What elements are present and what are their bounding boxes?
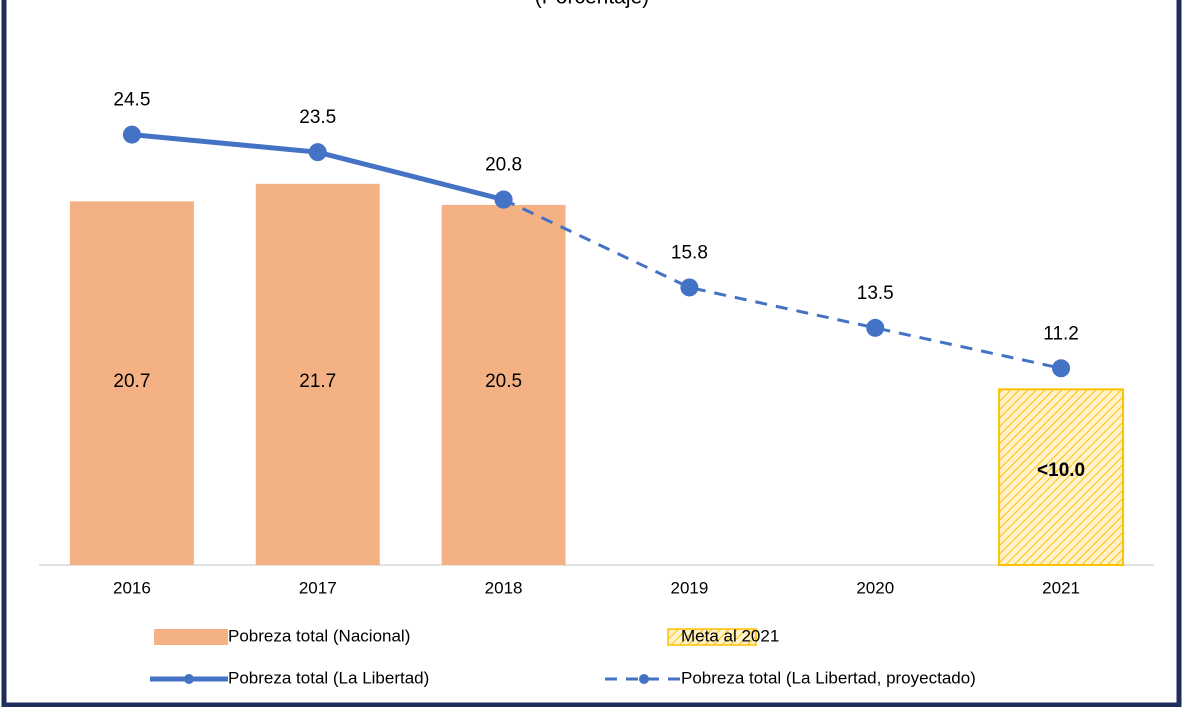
point [494, 190, 513, 209]
legend-swatch [154, 629, 228, 645]
bar [69, 201, 194, 565]
legend-swatch [667, 628, 757, 646]
legend-swatch [184, 674, 194, 684]
point-value-label: 15.8 [671, 242, 708, 263]
point [122, 125, 141, 144]
line [502, 198, 1062, 370]
bar [441, 204, 566, 565]
x-tick-label: 2021 [1042, 578, 1080, 597]
legend-swatch [639, 674, 649, 684]
chart-subtitle: (Porcentaje) [535, 0, 649, 9]
bar-value-label: 20.5 [485, 371, 522, 392]
bar-value-label: 20.7 [113, 371, 150, 392]
point-value-label: 20.8 [485, 155, 522, 176]
bar-value-label: <10.0 [1037, 460, 1085, 481]
x-tick-label: 2017 [299, 578, 337, 597]
x-tick-label: 2019 [671, 578, 709, 597]
x-tick-label: 2018 [485, 578, 523, 597]
legend-label: Meta al 2021 [681, 626, 779, 645]
point [1052, 359, 1071, 378]
bar [998, 388, 1125, 567]
legend-label: Pobreza total (Nacional) [228, 626, 410, 645]
point-value-label: 11.2 [1043, 323, 1079, 344]
bar-value-label: 21.7 [299, 371, 336, 392]
point-value-label: 24.5 [113, 90, 150, 111]
point [308, 143, 327, 162]
legend-label: Pobreza total (La Libertad, proyectado) [681, 668, 976, 687]
legend-label: Pobreza total (La Libertad) [228, 668, 429, 687]
point [680, 278, 699, 297]
point-value-label: 13.5 [857, 283, 894, 304]
x-tick-label: 2020 [856, 578, 894, 597]
point [866, 318, 885, 337]
bar [255, 183, 380, 565]
x-tick-label: 2016 [113, 578, 151, 597]
point-value-label: 23.5 [299, 107, 336, 128]
